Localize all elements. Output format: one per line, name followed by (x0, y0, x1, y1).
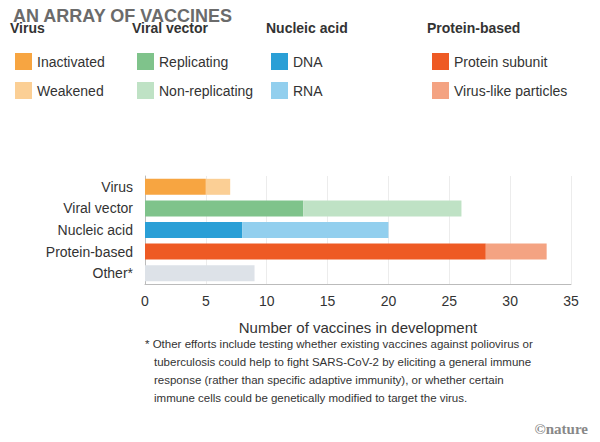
svg-text:response (rather than specific: response (rather than specific adaptive … (154, 374, 504, 386)
svg-text:Protein-based: Protein-based (46, 244, 133, 260)
svg-text:35: 35 (563, 293, 579, 309)
svg-text:Virus: Virus (101, 179, 133, 195)
svg-text:©nature: ©nature (535, 421, 589, 437)
svg-text:Viral vector: Viral vector (63, 200, 133, 216)
svg-text:Other*: Other* (93, 265, 134, 281)
svg-text:RNA: RNA (293, 83, 323, 99)
svg-text:Virus-like particles: Virus-like particles (454, 83, 567, 99)
svg-text:AN ARRAY OF VACCINES: AN ARRAY OF VACCINES (13, 6, 232, 26)
svg-text:30: 30 (502, 293, 518, 309)
svg-text:DNA: DNA (293, 54, 323, 70)
svg-text:15: 15 (320, 293, 336, 309)
svg-text:Protein subunit: Protein subunit (454, 54, 548, 70)
svg-text:* Other efforts include testin: * Other efforts include testing whether … (145, 338, 533, 350)
svg-text:Weakened: Weakened (37, 83, 104, 99)
svg-text:Non-replicating: Non-replicating (159, 83, 253, 99)
svg-text:Number of vaccines in developm: Number of vaccines in development (239, 319, 478, 336)
svg-text:Replicating: Replicating (159, 54, 228, 70)
svg-text:5: 5 (202, 293, 210, 309)
svg-text:20: 20 (381, 293, 397, 309)
svg-text:Viral vector: Viral vector (132, 20, 208, 36)
svg-text:Protein-based: Protein-based (427, 20, 520, 36)
svg-text:Virus: Virus (10, 20, 45, 36)
svg-text:10: 10 (259, 293, 275, 309)
svg-text:Nucleic acid: Nucleic acid (58, 222, 133, 238)
svg-text:0: 0 (141, 293, 149, 309)
svg-text:Inactivated: Inactivated (37, 54, 105, 70)
svg-text:Nucleic acid: Nucleic acid (266, 20, 348, 36)
svg-text:25: 25 (441, 293, 457, 309)
svg-text:immune cells could be genetica: immune cells could be genetically modifi… (154, 392, 467, 404)
svg-text:tuberculosis could help to fig: tuberculosis could help to fight SARS-Co… (154, 356, 531, 368)
